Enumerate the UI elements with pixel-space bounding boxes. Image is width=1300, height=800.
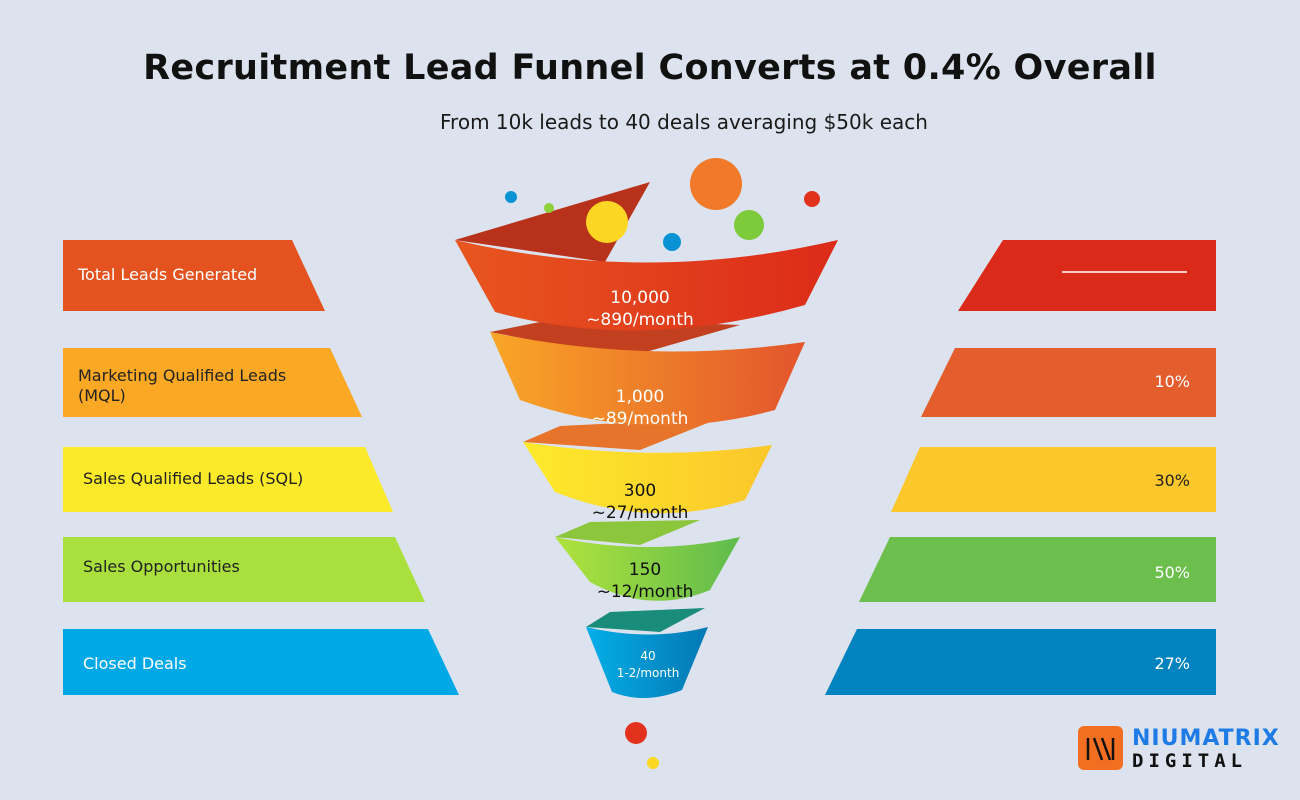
stage-rate-5: 1-2/month bbox=[616, 666, 680, 680]
page-subtitle: From 10k leads to 40 deals averaging $50… bbox=[440, 110, 928, 134]
right-bar-1 bbox=[958, 240, 1216, 311]
ball-blue bbox=[663, 233, 681, 251]
left-bar-1 bbox=[63, 240, 325, 311]
ball-yellow-bottom bbox=[647, 757, 659, 769]
stage-count-1: 10,000 bbox=[610, 288, 670, 308]
stage-label-1: Total Leads Generated bbox=[78, 265, 258, 284]
ball-orange bbox=[690, 158, 742, 210]
conversion-5: 27% bbox=[1154, 654, 1190, 673]
left-bar-3 bbox=[63, 447, 393, 512]
right-bar-5 bbox=[825, 629, 1216, 695]
ball-red-bottom bbox=[625, 722, 647, 744]
conversion-2: 10% bbox=[1154, 372, 1190, 391]
ball-blue-small bbox=[505, 191, 517, 203]
stage-count-2: 1,000 bbox=[615, 387, 665, 407]
page-title: Recruitment Lead Funnel Converts at 0.4%… bbox=[143, 48, 1157, 88]
funnel-flap-3 bbox=[523, 418, 720, 450]
right-bar-4 bbox=[859, 537, 1216, 602]
funnel-flap-5 bbox=[586, 608, 705, 632]
funnel-text-2: 1,000 ~89/month bbox=[540, 386, 740, 430]
logo-line-1: NIUMATRIX bbox=[1132, 726, 1280, 751]
stage-count-3: 300 bbox=[623, 481, 657, 501]
conversion-3: 30% bbox=[1154, 471, 1190, 490]
stage-rate-2: ~89/month bbox=[591, 409, 689, 429]
stage-label-3: Sales Qualified Leads (SQL) bbox=[83, 469, 304, 488]
funnel-text-3: 300 ~27/month bbox=[540, 480, 740, 524]
funnel-flap-4 bbox=[555, 520, 700, 545]
stage-rate-4: ~12/month bbox=[596, 582, 694, 602]
stage-label-2: Marketing Qualified Leads (MQL) bbox=[78, 366, 287, 405]
stage-label-4: Sales Opportunities bbox=[83, 557, 240, 576]
stage-rate-3: ~27/month bbox=[591, 503, 689, 523]
ball-green-small bbox=[544, 203, 554, 213]
funnel-band-5 bbox=[586, 627, 708, 699]
right-bar-3 bbox=[891, 447, 1216, 512]
funnel-band-2 bbox=[490, 332, 805, 426]
ball-green bbox=[734, 210, 764, 240]
left-bar-5 bbox=[63, 629, 459, 695]
logo-mark bbox=[1078, 726, 1123, 770]
funnel-text-5: 40 1-2/month bbox=[548, 648, 748, 682]
logo-line-2: DIGITAL bbox=[1132, 750, 1248, 772]
stage-rate-1: ~890/month bbox=[586, 310, 694, 330]
right-bar-2 bbox=[921, 348, 1216, 417]
ball-yellow bbox=[586, 201, 628, 243]
ball-red bbox=[804, 191, 820, 207]
left-bar-2 bbox=[63, 348, 362, 417]
stage-count-4: 150 bbox=[628, 560, 662, 580]
stage-label-5: Closed Deals bbox=[83, 654, 187, 673]
funnel-band-3 bbox=[523, 442, 772, 514]
stage-count-5: 40 bbox=[640, 649, 656, 663]
left-bar-4 bbox=[63, 537, 425, 602]
conversion-4: 50% bbox=[1154, 563, 1190, 582]
funnel-text-4: 150 ~12/month bbox=[545, 559, 745, 603]
funnel-text-1: 10,000 ~890/month bbox=[540, 287, 740, 331]
funnel-band-4 bbox=[555, 537, 740, 601]
funnel-band-1 bbox=[455, 240, 838, 331]
logo-m-icon bbox=[1086, 737, 1115, 761]
